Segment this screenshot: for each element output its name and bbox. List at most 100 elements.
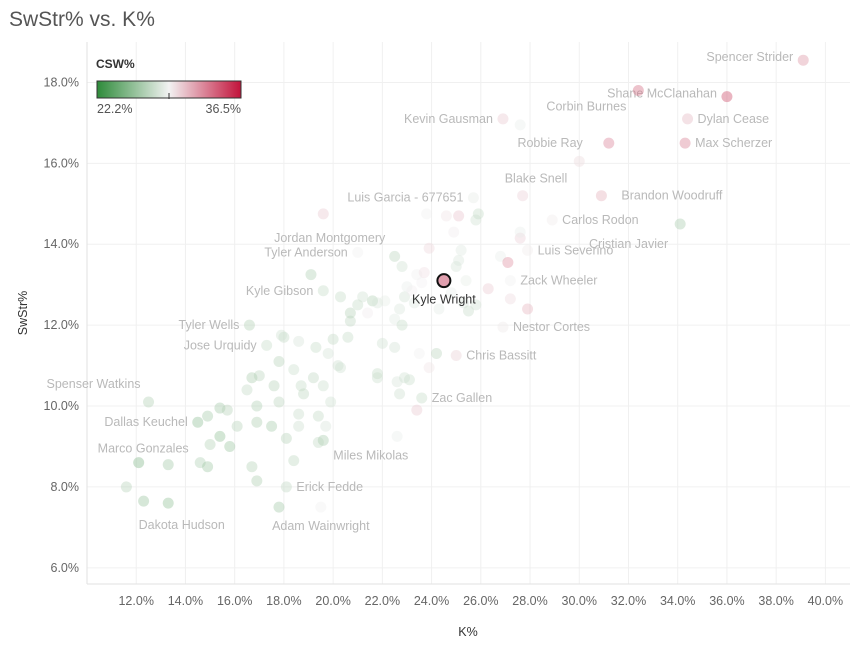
data-label: Kyle Gibson [246, 284, 313, 298]
data-point [504, 293, 516, 305]
data-point [231, 420, 243, 432]
data-label: Carlos Rodon [562, 213, 638, 227]
data-point [573, 155, 585, 167]
data-point [406, 285, 418, 297]
data-point [246, 372, 258, 384]
data-point [224, 440, 236, 452]
data-point [352, 299, 364, 311]
data-point [243, 319, 255, 331]
data-point [394, 388, 406, 400]
data-point [202, 410, 214, 422]
data-point [433, 303, 445, 315]
data-point [241, 384, 253, 396]
data-label: Chris Bassitt [466, 348, 537, 362]
data-point [546, 214, 558, 226]
data-point [391, 430, 403, 442]
data-point [721, 91, 733, 103]
data-label: Corbin Burnes [546, 100, 626, 114]
data-point [421, 208, 433, 220]
data-point [423, 362, 435, 374]
data-point [632, 85, 644, 97]
data-point [423, 242, 435, 254]
data-point [162, 497, 174, 509]
data-point [514, 232, 526, 244]
data-label: Robbie Ray [517, 136, 583, 150]
data-label: Tyler Wells [179, 318, 240, 332]
data-label: Luis Garcia - 677651 [347, 191, 463, 205]
data-point [192, 416, 204, 428]
y-tick-label: 12.0% [44, 318, 79, 332]
data-point [396, 260, 408, 272]
data-point [278, 331, 290, 343]
x-tick-label: 34.0% [660, 594, 695, 608]
data-label: Adam Wainwright [272, 519, 370, 533]
x-tick-label: 28.0% [512, 594, 547, 608]
data-point [143, 396, 155, 408]
highlighted-point [436, 273, 452, 289]
data-point [674, 218, 686, 230]
data-point [312, 436, 324, 448]
data-label: Cristian Javier [589, 237, 668, 251]
data-point [344, 315, 356, 327]
data-label: Jordan Montgomery [274, 231, 386, 245]
data-point [595, 190, 607, 202]
data-point [280, 481, 292, 493]
x-tick-label: 32.0% [611, 594, 646, 608]
data-label: Spencer Strider [706, 50, 793, 64]
data-point [295, 380, 307, 392]
data-point [335, 291, 347, 303]
data-point [376, 337, 388, 349]
data-label: Tyler Anderson [264, 245, 347, 259]
x-tick-label: 12.0% [118, 594, 153, 608]
data-label: Kevin Gausman [404, 112, 493, 126]
data-point [342, 331, 354, 343]
data-point [273, 501, 285, 513]
data-point [470, 214, 482, 226]
data-point [253, 370, 265, 382]
x-axis-title: K% [458, 625, 477, 639]
data-point [682, 113, 694, 125]
data-point [305, 269, 317, 281]
data-point [470, 299, 482, 311]
data-label: Nestor Cortes [513, 320, 590, 334]
data-point [522, 244, 534, 256]
legend-min-label: 22.2% [97, 102, 132, 116]
data-point [288, 364, 300, 376]
data-label: Brandon Woodruff [621, 189, 723, 203]
data-point [517, 190, 529, 202]
y-tick-label: 18.0% [44, 75, 79, 89]
data-label: Jose Urquidy [184, 338, 258, 352]
data-point [371, 368, 383, 380]
data-point [120, 481, 132, 493]
data-point [455, 244, 467, 256]
data-point [325, 396, 337, 408]
data-point [320, 420, 332, 432]
data-point [482, 283, 494, 295]
data-point [214, 402, 226, 414]
data-point [396, 319, 408, 331]
x-tick-label: 24.0% [414, 594, 449, 608]
data-point [679, 137, 691, 149]
data-point [315, 501, 327, 513]
data-point [389, 250, 401, 262]
data-point [371, 297, 383, 309]
data-point [411, 269, 423, 281]
data-label: Marco Gonzales [98, 442, 189, 456]
data-point [408, 297, 420, 309]
data-point [467, 192, 479, 204]
data-label: Erick Fedde [296, 480, 363, 494]
data-label: Luis Severino [538, 243, 614, 257]
data-point [401, 281, 413, 293]
highlighted-label: Kyle Wright [412, 293, 476, 307]
data-point [472, 208, 484, 220]
data-point [202, 461, 214, 473]
data-point [453, 210, 465, 222]
data-point [221, 404, 233, 416]
x-tick-label: 40.0% [808, 594, 843, 608]
data-point [418, 267, 430, 279]
data-point [391, 376, 403, 388]
x-tick-label: 26.0% [463, 594, 498, 608]
legend-max-label: 36.5% [206, 102, 241, 116]
data-point [440, 210, 452, 222]
data-point [246, 461, 258, 473]
